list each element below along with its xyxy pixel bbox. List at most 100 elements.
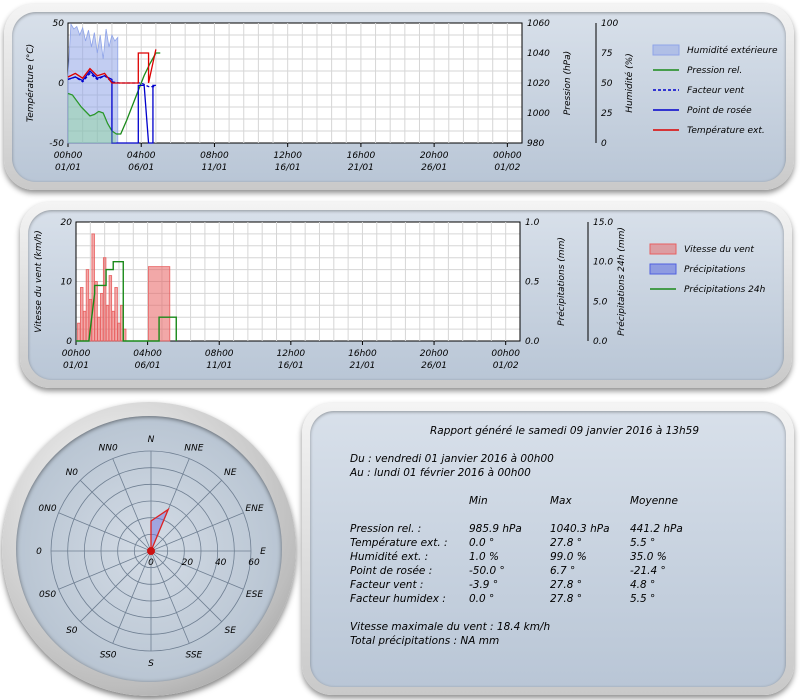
report-max-cell: 27.8 °: [550, 579, 582, 591]
radar-spoke: [80, 550, 152, 622]
x-date-label: 01/02: [494, 163, 520, 173]
y-tick-label: 75: [601, 49, 613, 59]
radar-spoke: [112, 550, 152, 644]
x-date-label: 26/01: [421, 361, 447, 371]
report-min-cell: 0.0 °: [469, 593, 495, 605]
precip24-line: [76, 260, 177, 342]
legend-swatch: [649, 243, 677, 255]
series-1-line: [67, 52, 161, 135]
wind-rose-center: [147, 547, 155, 555]
x-tick-label: 16h00: [348, 349, 377, 359]
legend-label: Pression rel.: [687, 66, 742, 76]
y-axis-label-y_left: Température (°C): [25, 44, 36, 122]
y-tick-label: 50: [601, 79, 613, 89]
report-header-max: Max: [550, 495, 572, 507]
report-label-cell: Pression rel. :: [350, 523, 422, 535]
x-tick-label: 12h00: [277, 349, 306, 359]
temperature-chart-panel: 00h00 01/01 04h00 06/01 08h00 11/01 12h00 16/01…: [4, 4, 794, 190]
x-tick-label: 08h00: [205, 349, 234, 359]
wind-bar: [111, 310, 115, 342]
y-tick-label: 10: [61, 278, 73, 288]
wind-rose-chart: N NNE NE ENE E ESE SE SSE S SS0 S0 0S0 0 0N0 N0 NN0 0 20 4…: [36, 435, 266, 669]
report-max-cell: 6.7 °: [550, 565, 576, 577]
wind-rose-polygon: [150, 507, 170, 552]
y-tick-label: 0: [601, 139, 607, 149]
wind-chart: 00h00 01/01 04h00 06/01 08h00 11/01 12h00 16/01…: [34, 218, 766, 371]
report-min-cell: 0.0 °: [469, 537, 495, 549]
y-tick-label: 20: [61, 218, 73, 228]
direction-label: N0: [66, 468, 79, 478]
wind-bar: [85, 269, 90, 342]
y-axis-label-y_left: Vitesse du vent (km/h): [34, 230, 44, 332]
x-date-label: 11/01: [201, 163, 227, 173]
radial-tick-label: 40: [215, 558, 227, 568]
report-avg-cell: 5.5 °: [630, 537, 656, 549]
wind-bar: [105, 304, 110, 342]
y-tick-label: 25: [601, 109, 613, 119]
legend-label: Précipitations 24h: [684, 284, 766, 295]
legend-label: Humidité extérieure: [687, 45, 778, 56]
x-tick-label: 04h00: [133, 349, 162, 359]
report-avg-cell: 4.8 °: [630, 579, 656, 591]
pressure-fill: [68, 93, 117, 143]
report-header-min: Min: [469, 495, 488, 507]
wind-bar: [80, 287, 84, 342]
direction-label: SS0: [100, 650, 117, 660]
radar-spoke: [150, 512, 244, 552]
report-min-cell: 985.9 hPa: [469, 523, 522, 535]
x-tick-label: 04h00: [127, 151, 156, 161]
direction-label: S0: [66, 626, 78, 636]
x-date-label: 16/01: [275, 163, 301, 173]
x-tick-label: 20h00: [420, 151, 449, 161]
wind-bar: [117, 322, 121, 342]
direction-label: NNE: [184, 444, 203, 454]
x-tick-label: 08h00: [200, 151, 229, 161]
y-tick-label: 100: [601, 19, 618, 29]
radial-tick-label: 60: [248, 558, 260, 568]
x-tick-label: 00h00: [491, 349, 520, 359]
report-period-to: Au : lundi 01 février 2016 à 00h00: [350, 467, 531, 479]
report-avg-cell: 441.2 hPa: [630, 523, 683, 535]
y-tick-label: 50: [53, 19, 65, 29]
radial-tick-label: 20: [182, 558, 194, 568]
y-axis-label-y_right2: Humidité (%): [624, 53, 635, 112]
wind-bar: [100, 293, 104, 342]
series-4-line: [67, 49, 157, 84]
report-total-precip: Total précipitations : NA mm: [350, 635, 500, 647]
wind-rose-gauge: N NNE NE ENE E ESE SE SSE S SS0 S0 0S0 0 0N0 N0 NN0 0 20 4…: [2, 402, 296, 696]
temperature-chart: 00h00 01/01 04h00 06/01 08h00 11/01 12h00 16/01…: [25, 19, 778, 173]
report-max-wind: Vitesse maximale du vent : 18.4 km/h: [350, 621, 551, 633]
direction-label: NN0: [99, 444, 118, 454]
report-max-cell: 99.0 %: [550, 551, 587, 563]
report-min-cell: -50.0 °: [469, 565, 505, 577]
y-tick-label: 0.0: [593, 337, 608, 347]
wind-bar: [114, 287, 118, 342]
y-tick-label: 0: [66, 337, 72, 347]
wind-bar: [102, 257, 107, 342]
report-title: Rapport généré le samedi 09 janvier 2016…: [430, 425, 699, 437]
report-period-from: Du : vendredi 01 janvier 2016 à 00h00: [350, 453, 554, 465]
report-avg-cell: -21.4 °: [630, 565, 666, 577]
y-tick-label: 15.0: [593, 218, 613, 228]
report-label-cell: Température ext. :: [350, 537, 448, 549]
y-tick-label: 1060: [527, 19, 550, 29]
direction-label: N: [148, 435, 155, 445]
report-max-cell: 1040.3 hPa: [550, 523, 610, 535]
report-avg-cell: 5.5 °: [630, 593, 656, 605]
y-axis-label-y_right2: Précipitations 24h (mm): [616, 227, 627, 336]
y-tick-label: 1040: [527, 49, 550, 59]
wind-bar: [108, 275, 113, 342]
radial-tick-label: 0: [148, 558, 154, 568]
y-tick-label: 0.0: [525, 337, 540, 347]
legend-label: Température ext.: [687, 125, 765, 136]
series-3-line: [67, 70, 156, 144]
x-date-label: 01/02: [493, 361, 519, 371]
x-date-label: 01/01: [55, 163, 81, 173]
legend-label: Point de rosée: [687, 105, 752, 116]
wind-bar: [82, 310, 87, 342]
report-label-cell: Facteur vent :: [350, 579, 424, 591]
direction-label: ENE: [245, 504, 263, 514]
grid: [68, 23, 522, 143]
y-tick-label: -50: [49, 139, 64, 149]
report-avg-cell: 35.0 %: [630, 551, 667, 563]
